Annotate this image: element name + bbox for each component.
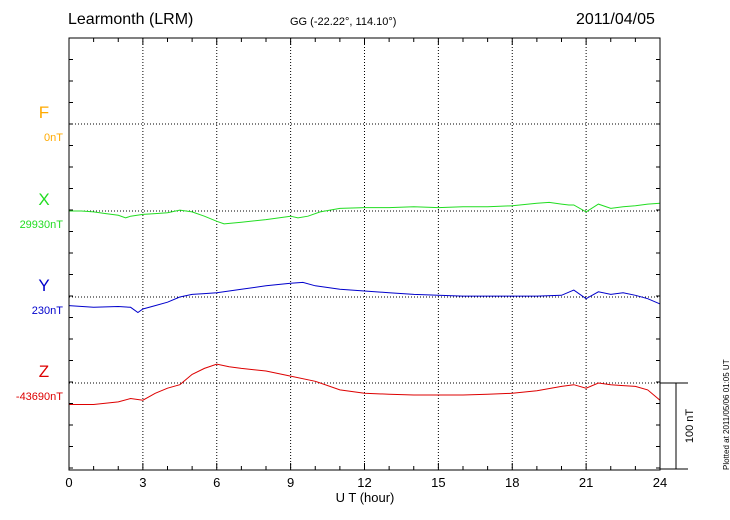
x-ticks: 0 3 6 9 12 15 18 21 24 [65,38,667,490]
series-y-line [68,281,661,314]
series-x-line [69,201,661,225]
x-tick-label: 6 [213,475,220,490]
series-x-name: X [38,190,49,209]
series-z-baseline: -43690nT [16,391,63,403]
x-tick-label: 18 [505,475,519,490]
scale-bar: 100 nT [660,382,696,470]
series-labels: F 0nT X 29930nT Y 230nT Z -43690nT [16,103,63,403]
x-tick-label: 0 [65,475,72,490]
x-tick-label: 12 [357,475,371,490]
station-title: Learmonth (LRM) [68,11,194,28]
grid [69,38,660,470]
x-tick-label: 24 [653,475,667,490]
series-lines [68,201,661,405]
series-y-baseline: 230nT [32,305,63,317]
series-z-line [69,363,661,405]
x-tick-label: 21 [579,475,593,490]
series-x-baseline: 29930nT [20,219,64,231]
x-tick-label: 15 [431,475,445,490]
x-tick-label: 3 [139,475,146,490]
series-f-name: F [39,103,49,122]
series-z-name: Z [39,362,49,381]
x-tick-label: 9 [287,475,294,490]
x-axis-label: U T (hour) [336,490,395,505]
series-y-name: Y [38,276,49,295]
scale-label: 100 nT [684,409,696,444]
date-label: 2011/04/05 [576,11,655,28]
coordinates-label: GG (-22.22°, 114.10°) [290,16,397,28]
series-f-baseline: 0nT [44,132,63,144]
